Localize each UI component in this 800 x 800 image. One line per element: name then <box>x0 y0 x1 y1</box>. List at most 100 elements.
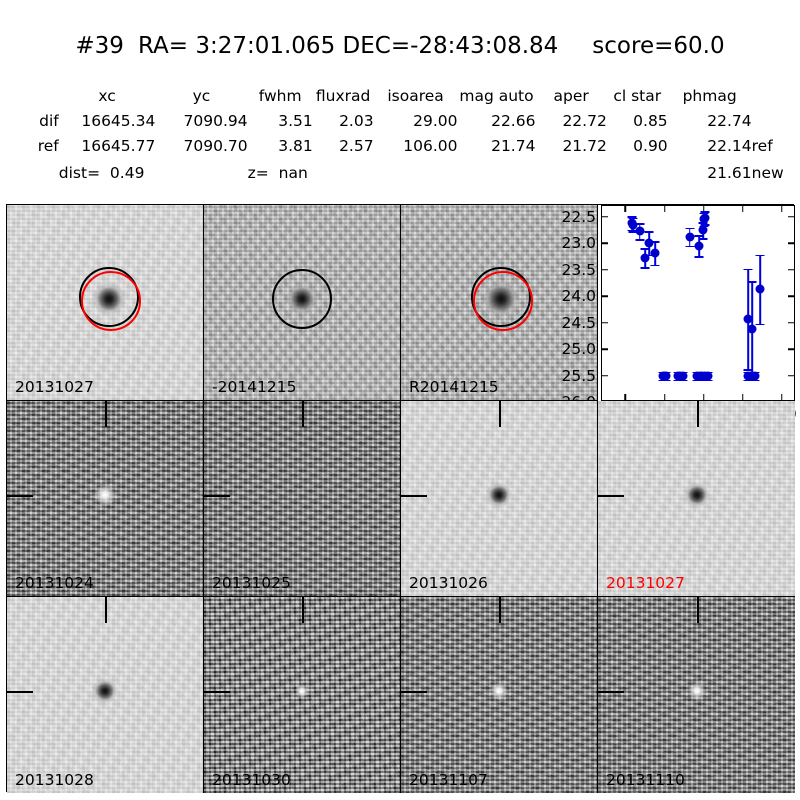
y-axis-tick <box>788 348 794 350</box>
y-axis-tick <box>602 268 608 271</box>
error-bar-cap <box>694 256 704 258</box>
footer-spacer-1 <box>374 159 458 187</box>
stamp-row-3: 20131028 20131030 20131107 20131110 <box>7 597 795 793</box>
col-head-cl-star: cl star <box>613 87 662 105</box>
table-header-row: xc yc fwhm fluxrad isoarea mag auto aper… <box>0 84 800 109</box>
data-point <box>640 253 650 263</box>
stamp-panel-20131030[interactable]: 20131030 <box>204 597 401 793</box>
x-axis-tick <box>702 206 705 212</box>
stamp-panel-20141215-neg[interactable]: -20141215 <box>204 205 401 401</box>
new-phmag: 21.61 <box>707 164 752 182</box>
data-point <box>698 225 708 235</box>
upper-limit-point <box>703 371 713 380</box>
stamp-panel-20131107[interactable]: 20131107 <box>401 597 598 793</box>
y-axis-tick <box>602 215 608 218</box>
stamp-panel-20131028[interactable]: 20131028 <box>7 597 204 793</box>
image-noise <box>204 597 400 793</box>
error-bar-cap <box>743 268 753 271</box>
error-bar-cap <box>628 231 638 234</box>
y-axis-tick <box>602 348 608 350</box>
ref-fluxrad: 2.57 <box>339 137 374 155</box>
error-bar-cap <box>747 281 757 283</box>
table-row: dif 16645.34 7090.94 3.51 2.03 29.00 22.… <box>0 109 800 134</box>
stamp-panel-20131110[interactable]: 20131110 <box>598 597 795 793</box>
crosshair-tick-vertical <box>696 597 699 623</box>
col-head-isoarea: isoarea <box>387 87 444 105</box>
row-label-ref: ref <box>37 137 59 155</box>
footer-spacer-3 <box>535 159 606 187</box>
stamp-panel-20131024[interactable]: 20131024 <box>7 401 204 597</box>
dif-xc: 16645.34 <box>81 112 156 130</box>
panel-label-selected: 20131027 <box>606 574 685 592</box>
z-value: nan <box>278 164 308 182</box>
x-axis-tick <box>781 206 783 212</box>
crosshair-tick-horizontal <box>401 691 427 694</box>
stamp-panel-20131025[interactable]: 20131025 <box>204 401 401 597</box>
dist-label: dist= <box>58 164 101 182</box>
header: #39 RA= 3:27:01.065 DEC=-28:43:08.84 score… <box>0 0 800 196</box>
image-noise <box>7 401 203 596</box>
y-axis-tick <box>788 242 794 244</box>
dec-value: -28:43:08.84 <box>410 33 559 59</box>
footer-spacer-4 <box>607 159 668 187</box>
dif-mag-auto: 22.66 <box>491 112 536 130</box>
stamp-panel-20131027-selected[interactable]: 20131027 <box>598 401 795 597</box>
col-head-fluxrad: fluxrad <box>315 87 371 105</box>
data-point <box>743 314 753 324</box>
col-head-xc: xc <box>98 87 116 105</box>
error-bar-cap <box>628 217 638 220</box>
dist-value: 0.49 <box>109 164 145 182</box>
crosshair-tick-horizontal <box>204 494 230 497</box>
panel-label: 20131028 <box>15 771 94 789</box>
col-head-phmag: phmag <box>682 87 737 105</box>
y-axis-tick-label: 23.5 <box>561 260 596 279</box>
x-axis-tick <box>742 394 744 400</box>
stamp-panel-R20141215-ref[interactable]: R20141215 <box>401 205 598 401</box>
crosshair-tick-horizontal <box>598 691 624 694</box>
crosshair-tick-vertical <box>105 401 107 427</box>
crosshair-tick-horizontal <box>7 691 33 694</box>
object-id: #39 <box>75 33 124 59</box>
crosshair-tick-vertical <box>499 597 501 623</box>
panel-label: 20131110 <box>606 771 685 789</box>
data-point <box>650 248 660 258</box>
ref-mag-auto: 21.74 <box>491 137 536 155</box>
data-point <box>635 226 645 236</box>
x-axis-tick <box>742 206 744 212</box>
error-bar-cap <box>640 248 650 250</box>
error-bar-cap <box>640 267 650 270</box>
crosshair-tick-vertical <box>302 597 304 623</box>
image-noise <box>204 401 400 596</box>
panel-label: 20131024 <box>15 574 94 592</box>
stamp-row-1: 20131027 -20141215 R20141215 22.5 23.0 23.… <box>7 205 797 423</box>
score-label: score= <box>592 33 674 59</box>
y-axis-tick <box>788 295 794 297</box>
error-bar-cap <box>685 245 695 248</box>
upper-limit-point <box>661 371 671 380</box>
redshift-cell: z= nan <box>248 159 374 187</box>
error-bar-cap <box>627 229 637 232</box>
error-bar-cap <box>685 227 695 230</box>
x-axis-tick <box>702 394 705 400</box>
col-head-blank <box>0 84 59 109</box>
y-axis-tick-label: 24.0 <box>561 287 596 306</box>
error-bar-cap <box>755 323 765 326</box>
footer-blank <box>0 159 59 187</box>
stamp-panel-20131026[interactable]: 20131026 <box>401 401 598 597</box>
y-axis-tick <box>788 321 794 324</box>
data-point <box>685 232 695 242</box>
error-bar-cap <box>694 235 704 237</box>
error-bar-cap <box>699 225 709 228</box>
table-row: ref 16645.77 7090.70 3.81 2.57 106.00 21… <box>0 134 800 159</box>
ref-tag: ref <box>751 137 773 155</box>
photometry-table: xc yc fwhm fluxrad isoarea mag auto aper… <box>0 84 800 187</box>
dif-isoarea: 29.00 <box>413 112 458 130</box>
data-point <box>700 213 710 223</box>
panel-label: 20131027 <box>15 378 94 396</box>
light-curve-chart[interactable]: 22.523.023.524.024.525.025.526.0-100-500… <box>561 205 797 423</box>
error-bar-cap <box>635 223 645 226</box>
ref-cl-star: 0.90 <box>633 137 668 155</box>
error-bar-cap <box>743 369 753 371</box>
ref-yc: 7090.70 <box>183 137 248 155</box>
stamp-panel-20131027-diff[interactable]: 20131027 <box>7 205 204 401</box>
